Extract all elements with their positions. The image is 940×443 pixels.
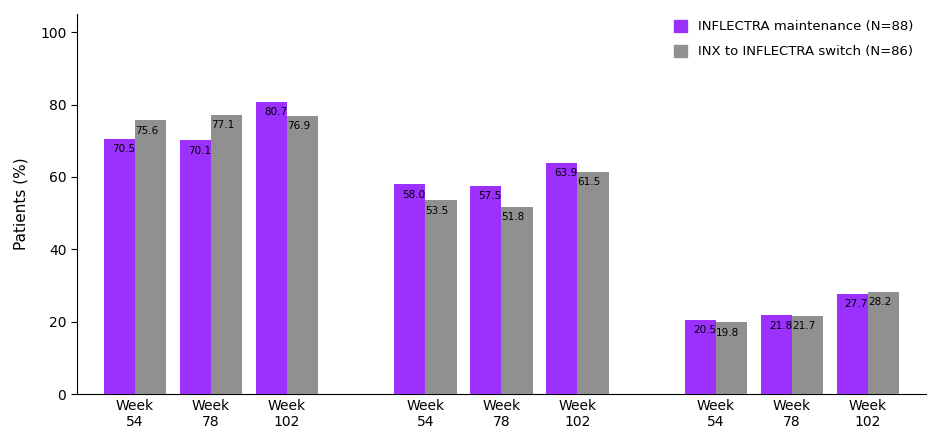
Bar [426,201,457,394]
Bar [103,139,135,394]
Text: 61.5: 61.5 [577,177,601,187]
Bar [470,186,501,394]
Legend: INFLECTRA maintenance (N=88), INX to INFLECTRA switch (N=86): INFLECTRA maintenance (N=88), INX to INF… [667,13,919,65]
Text: 77.1: 77.1 [211,120,234,131]
Text: 57.5: 57.5 [478,191,501,202]
Bar [287,116,318,394]
Text: 70.5: 70.5 [112,144,135,154]
Text: 80.7: 80.7 [264,108,287,117]
Bar [716,323,747,394]
Text: 27.7: 27.7 [845,299,868,309]
Bar [868,292,900,394]
Text: 63.9: 63.9 [555,168,577,178]
Text: 21.7: 21.7 [792,321,815,331]
Text: 21.8: 21.8 [769,321,792,330]
Bar [394,184,426,394]
Text: 20.5: 20.5 [693,325,716,335]
Bar [211,115,243,394]
Bar [135,120,166,394]
Text: 51.8: 51.8 [501,212,525,222]
Y-axis label: Patients (%): Patients (%) [14,158,29,250]
Bar [837,294,868,394]
Text: 70.1: 70.1 [188,146,211,156]
Bar [501,206,533,394]
Bar [546,163,577,394]
Bar [760,315,792,394]
Text: 75.6: 75.6 [135,126,158,136]
Text: 53.5: 53.5 [426,206,448,216]
Bar [684,320,716,394]
Bar [256,102,287,394]
Bar [792,315,823,394]
Bar [577,171,609,394]
Text: 58.0: 58.0 [402,190,426,200]
Bar [180,140,211,394]
Text: 28.2: 28.2 [868,297,891,307]
Text: 76.9: 76.9 [287,121,310,131]
Text: 19.8: 19.8 [716,328,739,338]
